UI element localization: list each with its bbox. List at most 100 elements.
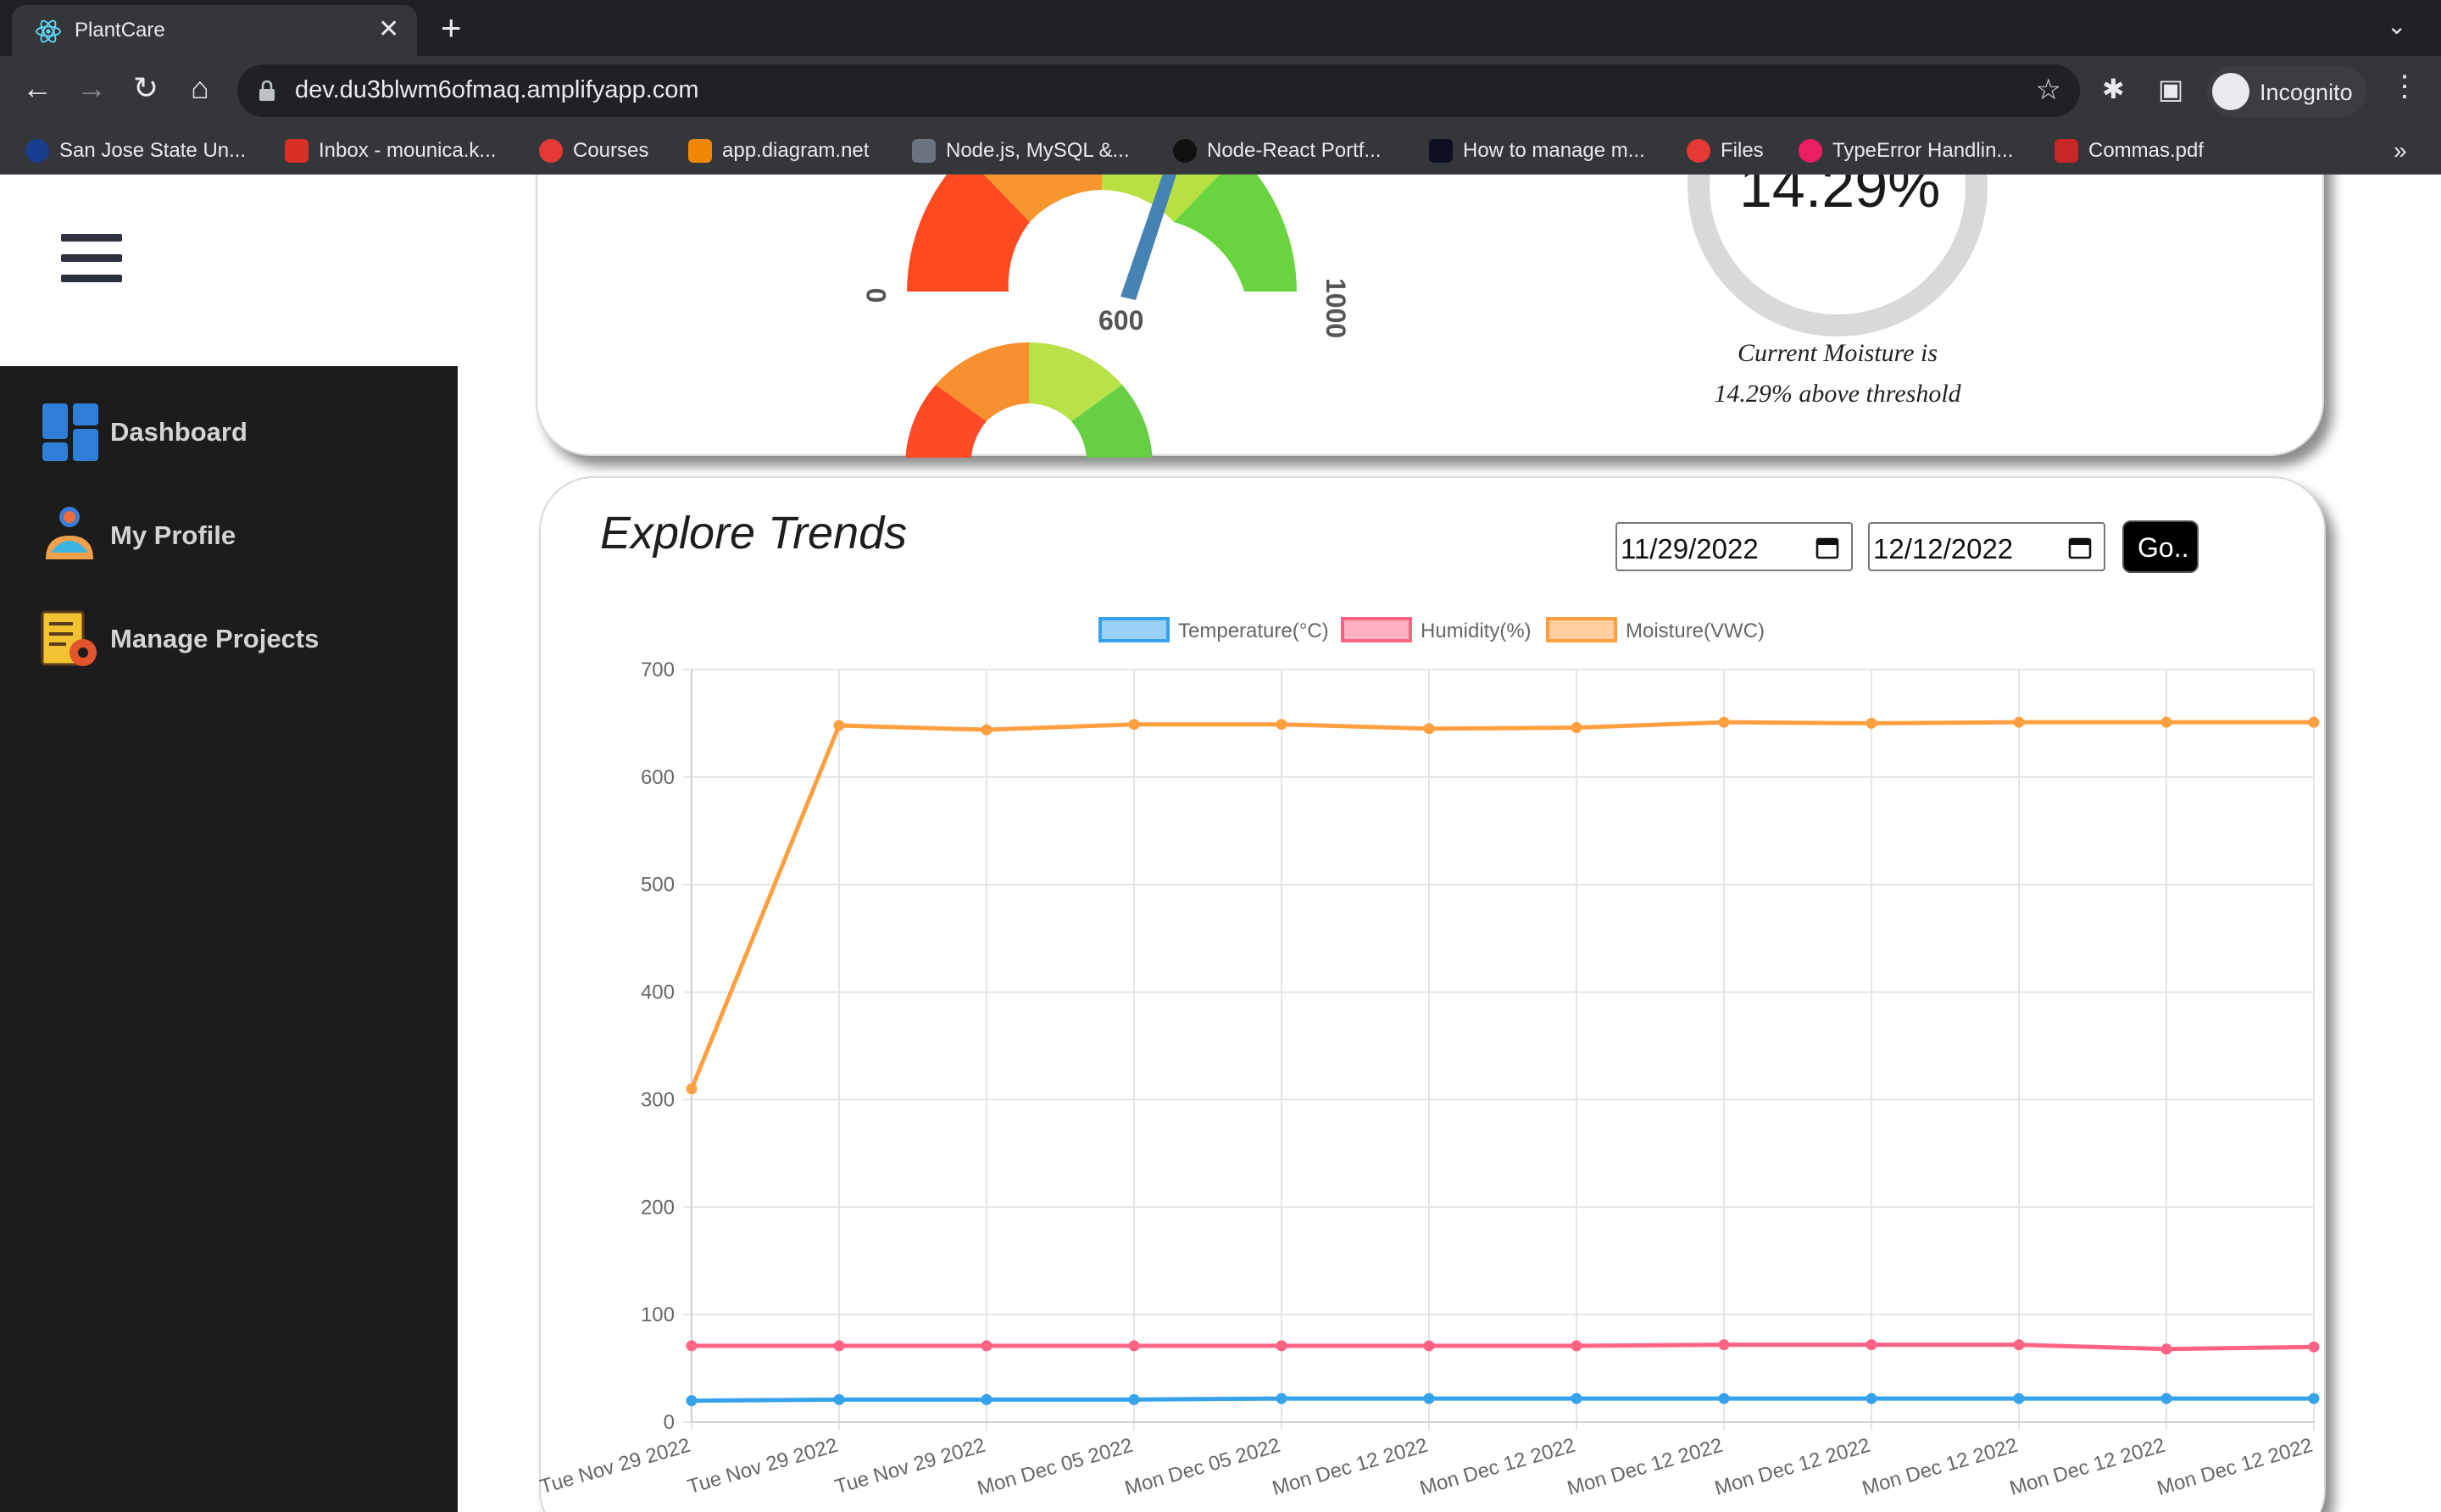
data-point xyxy=(1571,1392,1582,1404)
data-point xyxy=(686,1340,698,1352)
y-tick-label: 100 xyxy=(641,1304,675,1326)
data-point xyxy=(1571,722,1582,734)
data-point xyxy=(981,724,993,736)
x-tick-label: Mon Dec 12 2022 xyxy=(1270,1434,1431,1500)
data-point xyxy=(2013,1339,2025,1351)
video-icon xyxy=(1799,139,1822,163)
x-tick-label: Mon Dec 12 2022 xyxy=(2007,1434,2168,1500)
bookmark-item[interactable]: Node.js, MySQL &... xyxy=(912,136,1130,166)
browser-menu-icon[interactable]: ⋮ xyxy=(2390,70,2419,103)
calendar-icon[interactable] xyxy=(1815,536,1839,559)
bookmark-label: app.diagram.net xyxy=(722,139,870,162)
logo-icon xyxy=(1429,139,1453,163)
x-tick-label: Mon Dec 05 2022 xyxy=(975,1434,1136,1500)
tab-title: PlantCare xyxy=(75,19,165,42)
bookmark-label: Inbox - mounica.k... xyxy=(319,139,497,162)
data-point xyxy=(1423,723,1435,735)
reload-button[interactable]: ↻ xyxy=(132,70,159,105)
gauge-value-label: 600 xyxy=(1098,305,1144,336)
data-point xyxy=(2013,716,2025,728)
diagram-icon xyxy=(688,139,712,163)
series-line xyxy=(692,1342,2315,1352)
bookmark-item[interactable]: Commas.pdf xyxy=(2055,136,2204,166)
browser-tab-plantcare[interactable]: PlantCare ✕ xyxy=(12,5,417,56)
trends-title: Explore Trends xyxy=(600,508,908,559)
sidebar-item-manage-projects[interactable]: Manage Projects xyxy=(39,605,446,673)
x-tick-label: Tue Nov 29 2022 xyxy=(832,1434,988,1498)
forward-button[interactable]: → xyxy=(76,70,107,105)
trends-card xyxy=(539,476,2326,1512)
data-point xyxy=(1423,1392,1435,1404)
go-button-label: Go.. xyxy=(2138,532,2189,563)
react-icon xyxy=(36,19,61,43)
tab-search-chevron-icon[interactable]: ⌄ xyxy=(2387,13,2407,39)
bookmark-item[interactable]: TypeError Handlin... xyxy=(1799,136,2013,166)
bookmark-item[interactable]: Files xyxy=(1687,136,1764,166)
data-point xyxy=(686,1083,698,1095)
bookmark-item[interactable]: Node-React Portf... xyxy=(1173,136,1381,166)
address-bar[interactable]: dev.du3blwm6ofmaq.amplifyapp.com ☆ xyxy=(237,64,2080,117)
sidebar-item-label: Dashboard xyxy=(110,417,247,447)
data-point xyxy=(1866,1392,1877,1404)
bookmark-item[interactable]: How to manage m... xyxy=(1429,136,1645,166)
moisture-caption-line2: 14.29% above threshold xyxy=(1714,380,1961,408)
data-point xyxy=(1718,1339,1730,1351)
data-point xyxy=(2308,716,2320,728)
github-icon xyxy=(1173,139,1197,163)
dashboard-icon xyxy=(42,403,98,461)
browser-toolbar: ← → ↻ ⌂ dev.du3blwm6ofmaq.amplifyapp.com… xyxy=(0,56,2441,127)
data-point xyxy=(2308,1392,2320,1404)
x-tick-label: Mon Dec 12 2022 xyxy=(1417,1434,1578,1500)
sidebar-item-dashboard[interactable]: Dashboard xyxy=(39,398,446,466)
gauge-arc xyxy=(905,342,1153,458)
x-tick-label: Mon Dec 12 2022 xyxy=(1712,1434,1873,1500)
data-point xyxy=(1128,1393,1140,1405)
side-panel-icon[interactable]: ▣ xyxy=(2158,74,2184,104)
bookmark-item[interactable]: app.diagram.net xyxy=(688,136,869,166)
pdf-icon xyxy=(2055,139,2078,163)
bookmark-star-icon[interactable]: ☆ xyxy=(2035,74,2061,106)
back-button[interactable]: ← xyxy=(22,70,53,105)
bookmark-label: Files xyxy=(1721,139,1764,162)
go-button[interactable]: Go.. xyxy=(2122,520,2199,573)
bookmark-item[interactable]: Inbox - mounica.k... xyxy=(285,136,496,166)
data-point xyxy=(2160,716,2172,728)
new-tab-button[interactable]: + xyxy=(441,8,462,47)
incognito-profile-button[interactable]: Incognito xyxy=(2207,66,2366,117)
data-point xyxy=(833,720,845,731)
calendar-icon[interactable] xyxy=(2068,536,2092,559)
bookmark-label: Commas.pdf xyxy=(2088,139,2205,162)
end-date-input[interactable]: 12/12/2022 xyxy=(1868,522,2105,571)
data-point xyxy=(981,1393,993,1405)
start-date-input[interactable]: 11/29/2022 xyxy=(1615,522,1853,571)
sensor-card xyxy=(536,175,2324,458)
data-point xyxy=(2308,1341,2320,1353)
lock-icon xyxy=(259,80,275,101)
bookmarks-bar: San Jose State Un... Inbox - mounica.k..… xyxy=(0,127,2441,175)
sidebar-item-label: Manage Projects xyxy=(110,624,320,653)
extensions-icon[interactable]: ✱ xyxy=(2102,74,2125,104)
browser-tabstrip: PlantCare ✕ + ⌄ xyxy=(0,0,2441,56)
bookmarks-overflow-icon[interactable]: » xyxy=(2394,137,2407,164)
legend-label: Moisture(VWC) xyxy=(1626,620,1765,642)
sidebar-item-label: My Profile xyxy=(110,520,236,550)
canvas-icon xyxy=(1687,139,1710,163)
close-tab-icon[interactable]: ✕ xyxy=(378,15,400,43)
legend-label: Humidity(%) xyxy=(1421,620,1532,642)
data-point xyxy=(1866,717,1877,729)
data-point xyxy=(2013,1392,2025,1404)
data-point xyxy=(1128,719,1140,731)
home-button[interactable]: ⌂ xyxy=(191,70,209,105)
sidebar: Dashboard My Profile Manage Projects xyxy=(0,366,458,1512)
bookmark-item[interactable]: Courses xyxy=(539,136,648,166)
bookmark-item[interactable]: San Jose State Un... xyxy=(25,136,246,166)
manage-projects-icon xyxy=(41,610,97,666)
data-point xyxy=(981,1340,993,1352)
hamburger-menu-icon[interactable] xyxy=(61,234,122,283)
x-tick-label: Mon Dec 12 2022 xyxy=(1565,1434,1726,1500)
data-point xyxy=(1718,716,1730,728)
y-tick-label: 500 xyxy=(641,874,675,897)
sidebar-item-my-profile[interactable]: My Profile xyxy=(39,502,446,570)
y-tick-label: 600 xyxy=(641,766,675,789)
x-tick-label: Tue Nov 29 2022 xyxy=(537,1434,693,1498)
